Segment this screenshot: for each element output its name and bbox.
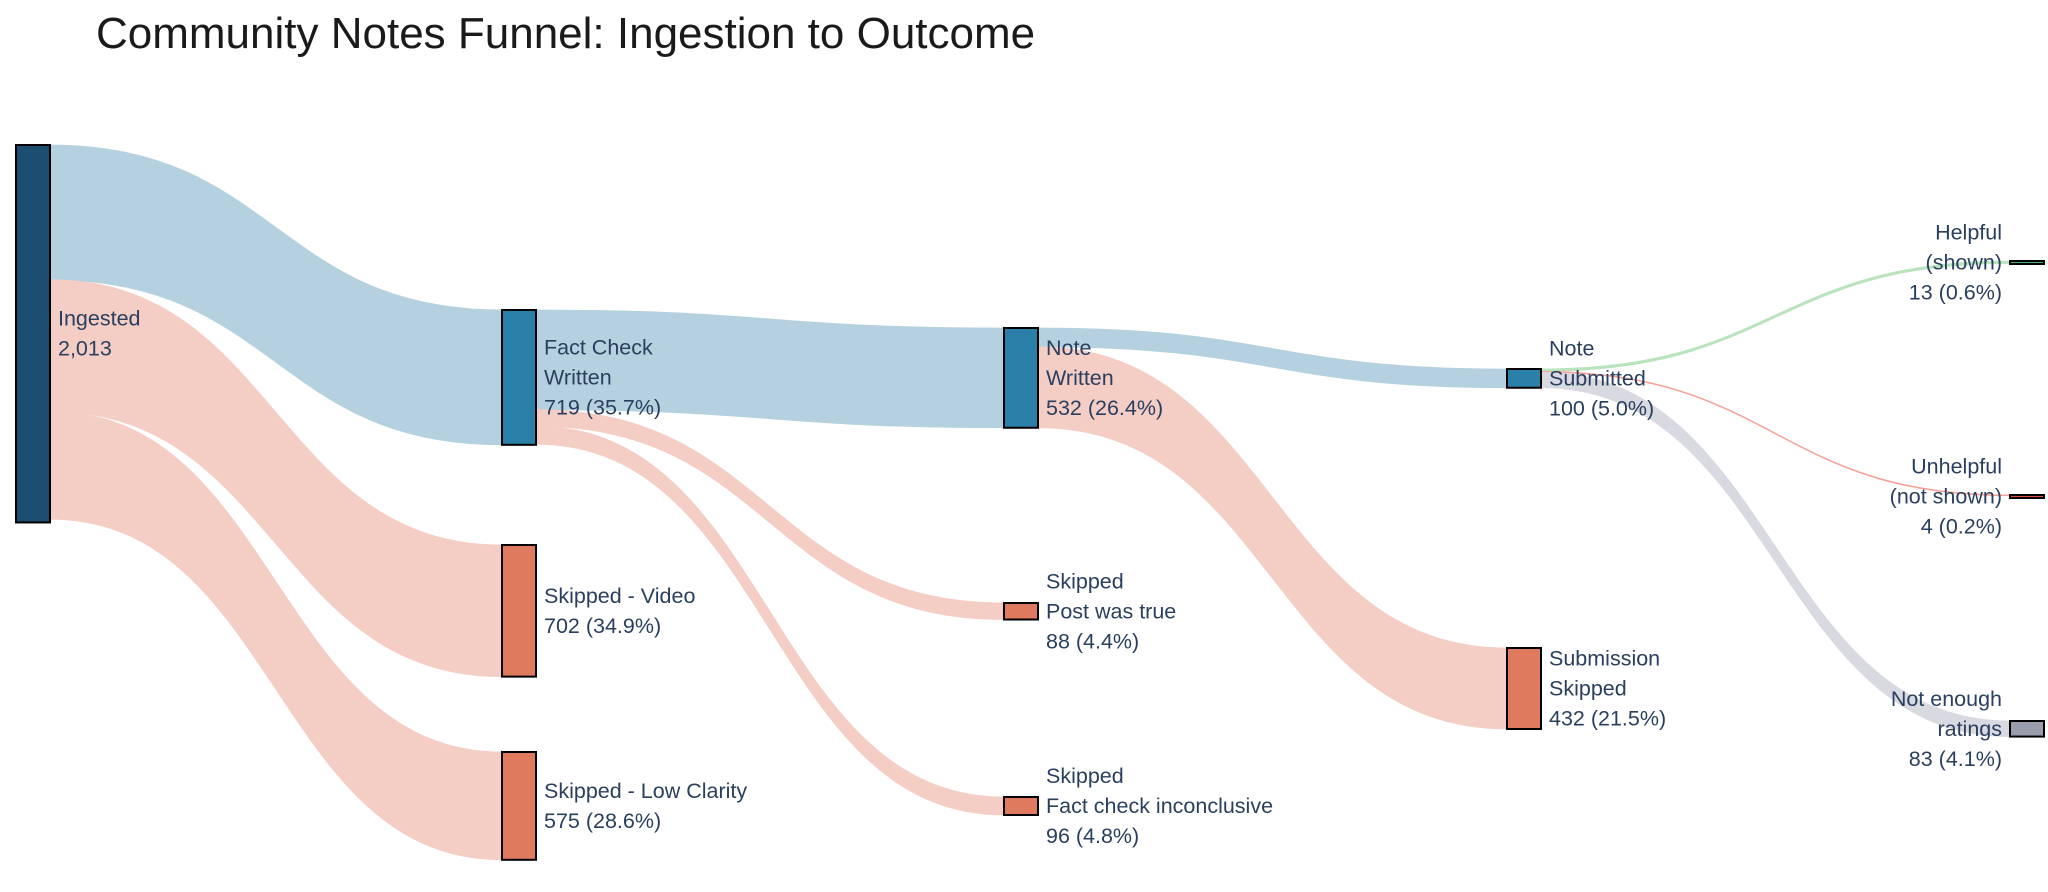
node-skip_true [1003,602,1039,621]
label-skip_video: Skipped - Video 702 (34.9%) [544,584,695,638]
label-skip_clarity: Skipped - Low Clarity 575 (28.6%) [544,779,747,833]
label-helpful-line-0: Helpful [1935,221,2002,245]
label-note_written: Note Written 532 (26.4%) [1046,336,1163,420]
label-skip_true-line-0: Skipped [1046,569,1124,593]
node-skip_inconclusive [1003,796,1039,816]
links-group [49,144,2011,861]
label-not_enough-line-0: Not enough [1891,687,2002,711]
label-skip_true-line-2: 88 (4.4%) [1046,629,1139,653]
label-fact_check: Fact Check Written 719 (35.7%) [544,335,661,419]
node-ingested [15,144,51,524]
label-note_submitted-line-2: 100 (5.0%) [1549,396,1654,420]
label-note_submitted-line-0: Note [1549,336,1594,360]
label-helpful: Helpful (shown) 13 (0.6%) [1909,221,2002,305]
label-sub_skipped-line-0: Submission [1549,647,1660,671]
label-unhelpful-line-2: 4 (0.2%) [1921,515,2002,539]
label-skip_inconclusive-line-2: 96 (4.8%) [1046,824,1139,848]
node-fact_check [501,309,537,446]
label-note_submitted-line-1: Submitted [1549,366,1646,390]
node-skip_clarity [501,751,537,861]
label-ingested-line-0: Ingested [58,307,140,331]
label-skip_video-line-1: 702 (34.9%) [544,614,661,638]
label-note_submitted: Note Submitted 100 (5.0%) [1549,336,1654,420]
label-skip_inconclusive-line-0: Skipped [1046,764,1124,788]
label-fact_check-line-0: Fact Check [544,335,653,359]
label-ingested-line-1: 2,013 [58,337,112,361]
nodes-group [15,144,2045,861]
label-sub_skipped-line-1: Skipped [1549,677,1627,701]
label-note_written-line-0: Note [1046,336,1091,360]
label-skip_true-line-1: Post was true [1046,599,1176,623]
label-not_enough-line-1: ratings [1937,717,2002,741]
label-note_written-line-1: Written [1046,366,1114,390]
label-skip_inconclusive-line-1: Fact check inconclusive [1046,794,1273,818]
label-unhelpful-line-1: (not shown) [1890,485,2002,509]
link-note_submitted-to-helpful [1540,260,2011,372]
label-skip_clarity-line-1: 575 (28.6%) [544,809,661,833]
node-note_written [1003,327,1039,429]
node-sub_skipped [1506,647,1542,730]
label-fact_check-line-2: 719 (35.7%) [544,395,661,419]
node-note_submitted [1506,368,1542,389]
labels-group: Ingested 2,013 Fact Check Written 719 (35.7%… [58,221,2002,849]
label-skip_inconclusive: Skipped Fact check inconclusive 96 (4.8%) [1046,764,1273,848]
label-sub_skipped-line-2: 432 (21.5%) [1549,707,1666,731]
node-skip_video [501,544,537,678]
node-helpful [2009,260,2045,265]
label-fact_check-line-1: Written [544,365,612,389]
label-unhelpful: Unhelpful (not shown) 4 (0.2%) [1890,455,2002,539]
label-helpful-line-1: (shown) [1926,251,2002,275]
label-ingested: Ingested 2,013 [58,307,140,361]
label-skip_clarity-line-0: Skipped - Low Clarity [544,779,747,803]
node-not_enough [2009,720,2045,738]
chart-title: Community Notes Funnel: Ingestion to Out… [96,9,1035,58]
label-skip_true: Skipped Post was true 88 (4.4%) [1046,569,1176,653]
node-unhelpful [2009,494,2045,499]
label-skip_video-line-0: Skipped - Video [544,584,695,608]
label-not_enough-line-2: 83 (4.1%) [1909,747,2002,771]
label-unhelpful-line-0: Unhelpful [1911,455,2002,479]
label-helpful-line-2: 13 (0.6%) [1909,281,2002,305]
label-sub_skipped: Submission Skipped 432 (21.5%) [1549,647,1666,731]
label-note_written-line-2: 532 (26.4%) [1046,396,1163,420]
label-not_enough: Not enough ratings 83 (4.1%) [1891,687,2002,771]
